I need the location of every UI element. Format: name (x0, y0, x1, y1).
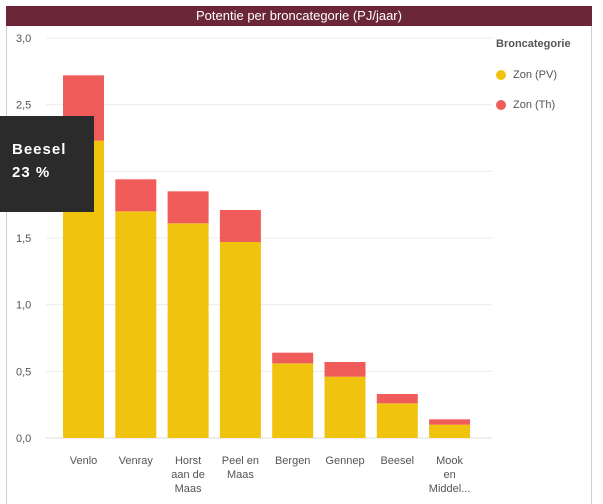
x-tick-label: Horst aan de Maas (171, 455, 205, 495)
bar-zon-pv (376, 403, 418, 438)
x-tick-label-line: Maas (175, 483, 202, 495)
x-tick-label-line: Horst (175, 455, 201, 467)
bar-zon-pv (219, 242, 261, 438)
bar-zon-th (376, 394, 418, 404)
bar-zon-pv (115, 211, 157, 438)
bar-zon-th (272, 352, 314, 364)
y-tick-label: 1,5 (16, 233, 31, 245)
x-tick-label-line: Bergen (275, 455, 310, 467)
x-tick-label: Bergen (275, 455, 310, 467)
x-tick-label: Peel en Maas (222, 455, 259, 481)
x-tick-label-line: aan de (171, 469, 205, 481)
y-tick-label: 3,0 (16, 33, 31, 45)
bar-zon-pv (272, 363, 314, 438)
bar-zon-th (324, 362, 366, 377)
tooltip-value: 23 % (12, 164, 51, 181)
legend-item-zon-th[interactable]: Zon (Th) (496, 98, 592, 112)
bar-zon-th (115, 179, 157, 212)
x-tick-label: Beesel (380, 455, 414, 467)
y-tick-label: 0,0 (16, 433, 31, 445)
bar-zon-th (219, 210, 261, 242)
bar-zon-pv (324, 376, 366, 438)
x-tick-label: Venlo (70, 455, 98, 467)
legend-label-zon-pv: Zon (PV) (513, 69, 558, 81)
x-tick-label-line: Venray (119, 455, 154, 467)
x-tick-label-line: Beesel (380, 455, 414, 467)
legend-item-zon-pv[interactable]: Zon (PV) (496, 68, 592, 82)
x-tick-label-line: Peel en (222, 455, 259, 467)
tooltip: Beesel 23 % (0, 116, 94, 212)
tooltip-name: Beesel (12, 141, 67, 158)
x-tick-label-line: Venlo (70, 455, 98, 467)
bar-zon-pv (429, 424, 471, 438)
frame-border-left (6, 26, 7, 504)
x-tick-label-line: Maas (227, 469, 254, 481)
frame-border-right (591, 26, 592, 504)
x-tick-label-line: en (443, 469, 455, 481)
chart-title: Potentie per broncategorie (PJ/jaar) (6, 6, 592, 26)
y-tick-label: 2,5 (16, 100, 31, 112)
x-tick-label: Gennep (325, 455, 364, 467)
x-tick-label-line: Middel... (429, 483, 471, 495)
legend: Broncategorie Zon (PV) Zon (Th) (496, 38, 592, 128)
x-tick-label-line: Mook (436, 455, 463, 467)
bar-zon-th (167, 191, 209, 224)
legend-label-zon-th: Zon (Th) (513, 99, 556, 111)
y-tick-label: 1,0 (16, 300, 31, 312)
bar-zon-pv (167, 223, 209, 438)
x-tick-label: Venray (119, 455, 154, 467)
legend-marker-zon-pv (496, 70, 506, 80)
legend-marker-zon-th (496, 100, 506, 110)
x-tick-label-line: Gennep (325, 455, 364, 467)
bar-zon-th (429, 419, 471, 425)
legend-title: Broncategorie (496, 38, 571, 50)
x-tick-label: Mook en Middel... (429, 455, 471, 495)
y-tick-label: 0,5 (16, 366, 31, 378)
